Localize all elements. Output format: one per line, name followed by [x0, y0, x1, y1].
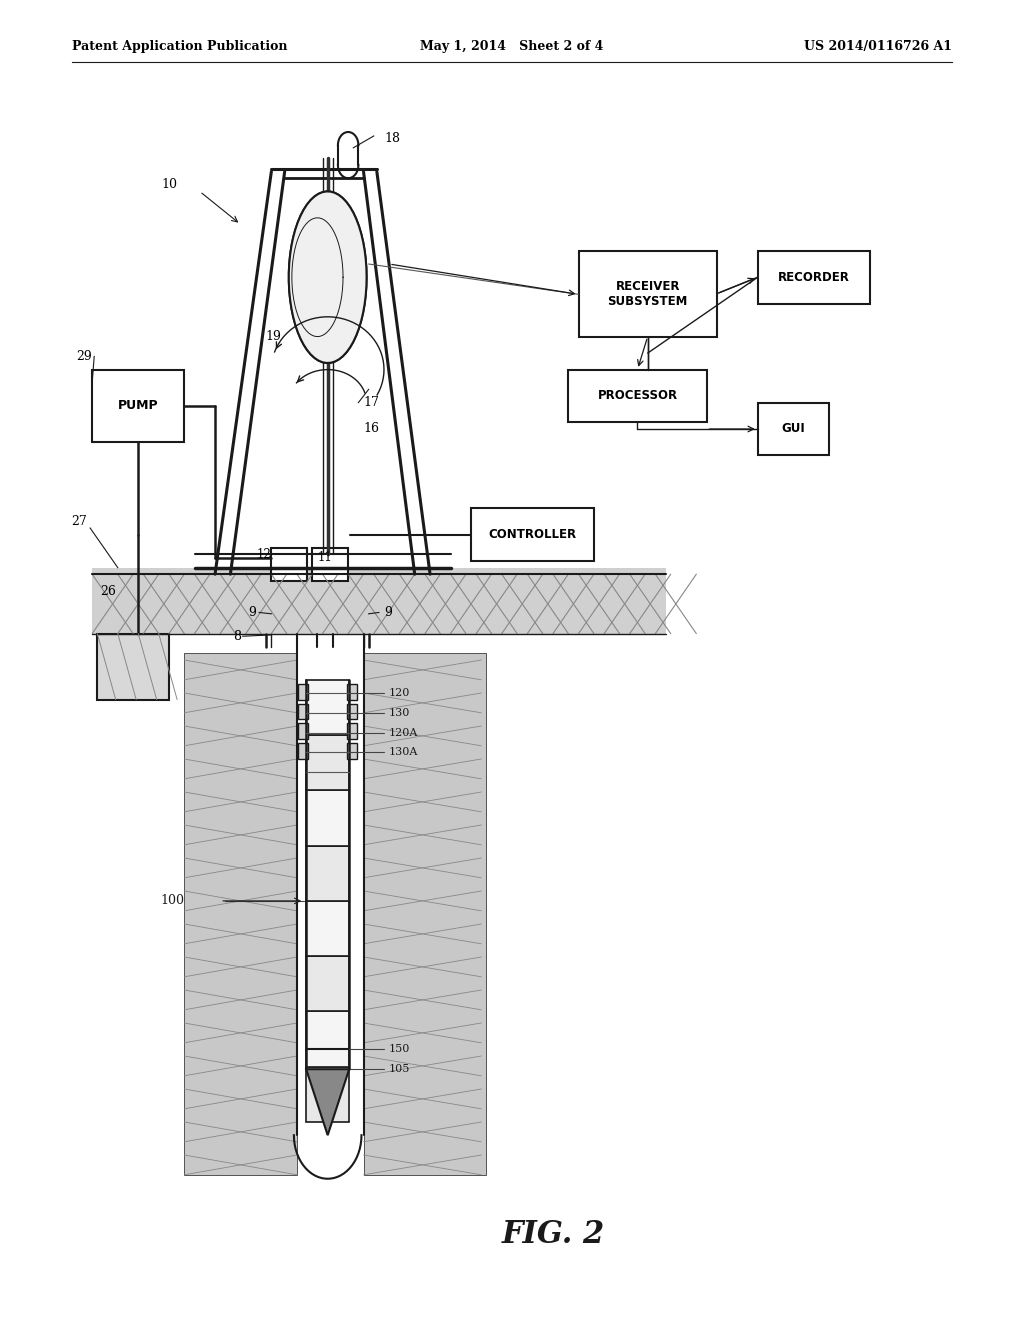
Text: Patent Application Publication: Patent Application Publication	[72, 40, 287, 53]
Bar	[471, 508, 594, 561]
Text: 16: 16	[364, 422, 380, 436]
Bar	[92, 568, 666, 634]
Bar	[306, 902, 349, 956]
Text: GUI: GUI	[781, 422, 806, 436]
Bar	[306, 680, 349, 735]
Bar	[347, 723, 357, 739]
Text: 100: 100	[161, 895, 184, 907]
Text: 120A: 120A	[389, 727, 419, 738]
Text: 130A: 130A	[389, 747, 419, 758]
Bar	[298, 684, 308, 700]
Bar	[97, 634, 169, 700]
Bar	[271, 548, 307, 581]
Bar	[579, 251, 717, 337]
Text: 19: 19	[265, 330, 282, 343]
Bar	[306, 846, 349, 900]
Text: CONTROLLER: CONTROLLER	[488, 528, 577, 541]
Text: PROCESSOR: PROCESSOR	[597, 389, 678, 403]
Text: 10: 10	[161, 178, 177, 191]
Bar	[306, 735, 349, 791]
Bar	[306, 956, 349, 1011]
Text: 9: 9	[248, 606, 256, 619]
Polygon shape	[289, 191, 367, 363]
Bar	[312, 548, 348, 581]
Polygon shape	[289, 191, 367, 363]
Text: FIG. 2: FIG. 2	[502, 1218, 604, 1250]
Text: 27: 27	[72, 515, 87, 528]
Text: 8: 8	[232, 630, 241, 643]
Bar	[298, 723, 308, 739]
Bar	[306, 1067, 349, 1122]
Bar	[364, 653, 486, 1175]
Bar	[347, 743, 357, 759]
Bar	[347, 704, 357, 719]
Bar	[758, 403, 829, 455]
Bar	[92, 370, 184, 442]
Bar	[306, 1011, 349, 1067]
Bar	[758, 251, 870, 304]
Text: RECORDER: RECORDER	[778, 271, 850, 284]
Bar	[568, 370, 707, 422]
Bar	[347, 684, 357, 700]
Text: 18: 18	[384, 132, 400, 145]
Text: May 1, 2014   Sheet 2 of 4: May 1, 2014 Sheet 2 of 4	[420, 40, 604, 53]
Text: 17: 17	[364, 396, 380, 409]
Bar	[184, 653, 297, 1175]
Text: 105: 105	[389, 1064, 411, 1074]
Text: 11: 11	[317, 550, 332, 564]
Bar	[298, 704, 308, 719]
Text: 9: 9	[384, 606, 392, 619]
Text: 12: 12	[257, 548, 271, 561]
Bar	[298, 743, 308, 759]
Bar	[306, 791, 349, 846]
Text: PUMP: PUMP	[118, 400, 159, 412]
Text: US 2014/0116726 A1: US 2014/0116726 A1	[804, 40, 952, 53]
Text: 150: 150	[389, 1044, 411, 1055]
Text: RECEIVER
SUBSYSTEM: RECEIVER SUBSYSTEM	[607, 280, 688, 308]
Polygon shape	[306, 1069, 349, 1135]
Text: 29: 29	[77, 350, 92, 363]
Text: 26: 26	[100, 585, 117, 598]
Text: 120: 120	[389, 688, 411, 698]
Text: 130: 130	[389, 708, 411, 718]
